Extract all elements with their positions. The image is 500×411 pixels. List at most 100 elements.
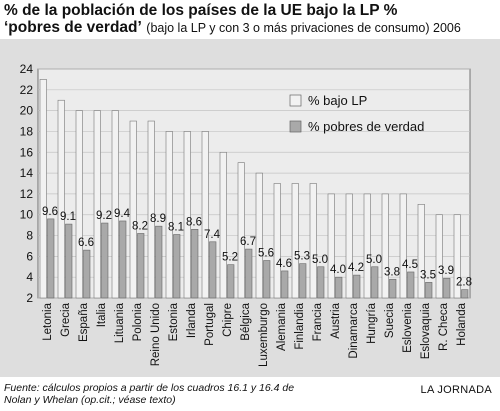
y-tick-label: 14: [20, 166, 34, 180]
bar-pobres-de-verdad: [407, 271, 415, 299]
data-label: 3.8: [384, 266, 400, 278]
bar-bajo-lp: [219, 151, 227, 299]
legend-label: % bajo LP: [308, 93, 367, 108]
bar-pobres-de-verdad: [425, 282, 433, 299]
x-tick-label: Estonia: [168, 302, 180, 341]
y-tick-label: 16: [20, 145, 34, 159]
x-tick-label: Chipre: [222, 303, 234, 337]
bar-pobres-de-verdad: [317, 266, 325, 299]
x-tick-label: Finlandia: [294, 302, 306, 349]
x-tick-label: Holanda: [456, 302, 468, 345]
data-label: 3.9: [438, 265, 454, 277]
bar-bajo-lp: [129, 120, 137, 299]
y-tick-label: 2: [26, 291, 33, 305]
bar-bajo-lp: [363, 193, 371, 299]
bar-chart: 246810121416182022249.6Letonia9.1Grecia6…: [20, 62, 472, 367]
data-label: 9.2: [96, 210, 112, 222]
bar-bajo-lp: [75, 110, 83, 299]
y-tick-label: 18: [20, 124, 34, 138]
bar-pobres-de-verdad: [335, 276, 343, 299]
x-tick-label: Reino Unido: [150, 303, 162, 366]
bar-pobres-de-verdad: [47, 218, 55, 299]
x-tick-label: Dinamarca: [348, 302, 360, 358]
bar-pobres-de-verdad: [299, 263, 307, 299]
data-label: 7.4: [204, 229, 221, 241]
legend-swatch: [289, 94, 302, 107]
data-label: 5.2: [222, 252, 238, 264]
data-label: 9.1: [60, 211, 76, 223]
bar-pobres-de-verdad: [65, 223, 73, 299]
bar-pobres-de-verdad: [389, 278, 397, 299]
x-tick-label: Bélgica: [240, 302, 252, 340]
chart-subtitle: (bajo la LP y con 3 o más privaciones de…: [146, 21, 461, 35]
y-tick-label: 8: [26, 229, 33, 243]
y-tick-label: 6: [26, 249, 33, 263]
bar-pobres-de-verdad: [209, 241, 217, 299]
bar-pobres-de-verdad: [83, 249, 91, 299]
bar-pobres-de-verdad: [137, 233, 145, 299]
y-tick-label: 24: [20, 62, 34, 76]
data-label: 4.0: [330, 264, 346, 276]
x-tick-label: Letonia: [42, 302, 54, 340]
data-label: 6.6: [78, 237, 94, 249]
x-tick-label: Eslovenia: [402, 302, 414, 352]
x-tick-label: Polonia: [132, 302, 144, 341]
bar-bajo-lp: [291, 183, 299, 299]
bar-pobres-de-verdad: [191, 229, 199, 299]
bar-pobres-de-verdad: [245, 248, 253, 299]
y-tick-label: 10: [20, 208, 34, 222]
x-tick-label: Irlanda: [186, 302, 198, 338]
data-label: 9.4: [114, 208, 131, 220]
chart-title-line1: % de la población de los países de la UE…: [4, 2, 398, 19]
y-tick-label: 22: [20, 83, 34, 97]
bar-pobres-de-verdad: [101, 222, 109, 299]
bar-bajo-lp: [255, 172, 263, 299]
bar-pobres-de-verdad: [119, 220, 127, 299]
bar-bajo-lp: [417, 204, 425, 299]
x-tick-label: Luxemburgo: [258, 303, 270, 367]
plot-area: [37, 68, 471, 299]
data-label: 8.6: [186, 216, 202, 228]
legend-label: % pobres de verdad: [308, 119, 424, 134]
x-tick-label: Lituania: [114, 302, 126, 343]
bar-bajo-lp: [201, 131, 209, 299]
x-tick-label: Suecia: [384, 302, 396, 338]
chart-panel: 2 4 6 8 10 12 14 16 18 20 22 24 9.6 Letonia 9.1 Grecia 6…: [0, 39, 500, 377]
bar-bajo-lp: [309, 183, 317, 299]
bar-pobres-de-verdad: [281, 270, 289, 299]
x-tick-label: Alemania: [276, 302, 288, 351]
chart-title-line2: ‘pobres de verdad’ (bajo la LP y con 3 o…: [4, 19, 461, 37]
bar-bajo-lp: [237, 162, 245, 299]
data-label: 4.5: [402, 259, 418, 271]
bar-bajo-lp: [273, 183, 281, 299]
data-label: 5.3: [294, 251, 310, 263]
bar-bajo-lp: [399, 193, 407, 299]
bar-bajo-lp: [453, 214, 461, 299]
bar-pobres-de-verdad: [443, 277, 451, 299]
bar-bajo-lp: [381, 193, 389, 299]
publication-credit: LA JORNADA: [420, 384, 492, 396]
x-tick-label: España: [78, 302, 90, 342]
bar-bajo-lp: [435, 214, 443, 299]
data-label: 4.6: [276, 258, 292, 270]
data-label: 8.1: [168, 222, 184, 234]
y-tick-label: 20: [20, 104, 34, 118]
data-label: 5.6: [258, 248, 274, 260]
data-label: 3.5: [420, 269, 436, 281]
bar-bajo-lp: [183, 131, 191, 299]
bar-bajo-lp: [327, 193, 335, 299]
x-tick-label: Francia: [312, 302, 324, 341]
bar-pobres-de-verdad: [353, 274, 361, 299]
bar-pobres-de-verdad: [263, 260, 271, 299]
data-label: 2.8: [456, 277, 472, 289]
bar-pobres-de-verdad: [155, 225, 163, 299]
bar-pobres-de-verdad: [173, 234, 181, 299]
bar-bajo-lp: [111, 110, 119, 299]
x-tick-label: Italia: [96, 302, 108, 327]
bar-bajo-lp: [147, 120, 155, 299]
legend-swatch: [289, 120, 302, 133]
bar-bajo-lp: [39, 79, 47, 299]
bar-pobres-de-verdad: [461, 289, 469, 299]
data-label: 6.7: [240, 236, 256, 248]
